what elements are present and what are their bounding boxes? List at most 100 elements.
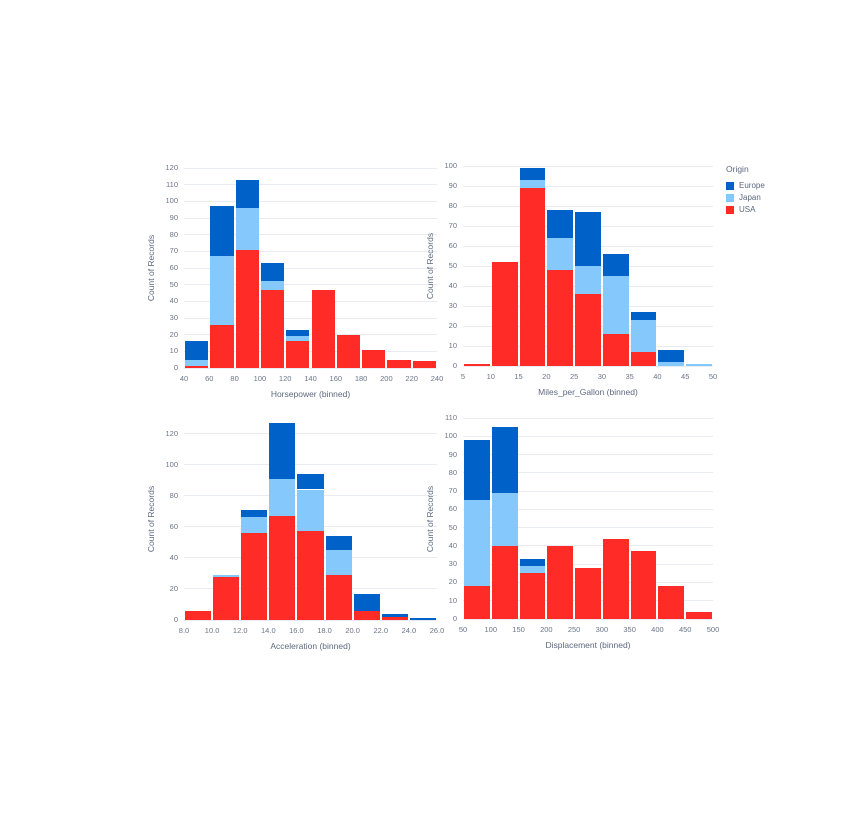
bar-segment-japan-acceleration <box>325 550 352 575</box>
x-axis-tick-label: 200 <box>540 625 553 634</box>
y-axis-tick-label: 50 <box>169 279 178 289</box>
y-axis-tick-label: 100 <box>165 196 178 206</box>
gridline <box>463 165 713 167</box>
bar-segment-europe-miles-per-gallon <box>630 312 657 320</box>
bar-segment-usa-displacement <box>602 538 629 619</box>
y-axis-tick-label: 20 <box>448 321 457 330</box>
bar-segment-usa-displacement <box>491 545 518 619</box>
bar-segment-japan-acceleration <box>297 489 324 532</box>
y-axis-tick-label: 90 <box>169 213 178 222</box>
x-axis-tick-label: 24.0 <box>401 626 417 635</box>
bar-segment-usa-displacement <box>519 573 546 619</box>
gridline <box>184 250 437 252</box>
y-axis-title-miles-per-gallon: Count of Records <box>425 232 435 300</box>
legend-swatch-japan <box>726 193 734 202</box>
x-axis-tick-label: 450 <box>678 625 692 634</box>
x-axis-tick-label: 20.0 <box>345 626 360 635</box>
y-axis-tick-label: 70 <box>448 221 457 230</box>
y-axis-tick-label: 80 <box>169 229 178 239</box>
plot-area-horsepower: 0 10 20 30 40 50 60 70 80 90 100 110 120 <box>165 164 437 372</box>
legend-entry-japan: Japan <box>726 193 765 202</box>
bar-segment-usa-miles-per-gallon <box>519 188 546 366</box>
bar-segment-europe-horsepower <box>286 329 310 337</box>
bar-segment-japan-acceleration <box>241 517 268 533</box>
bar-segment-usa-horsepower <box>336 334 361 368</box>
y-axis-tick-label: 0 <box>173 363 178 372</box>
bar-segment-japan-miles-per-gallon <box>658 362 685 366</box>
bar-segment-japan-displacement <box>491 492 518 546</box>
gridline <box>184 234 437 236</box>
gridline <box>184 284 437 286</box>
x-axis-tick-label: 14.0 <box>261 626 276 635</box>
x-axis-tick-label: 15 <box>514 372 523 381</box>
bar-segment-europe-acceleration <box>409 618 436 620</box>
x-axis-tick-label: 350 <box>623 625 636 634</box>
bar-segment-usa-displacement <box>547 545 574 619</box>
bar-segment-usa-miles-per-gallon <box>575 294 601 366</box>
bar-segment-usa-miles-per-gallon <box>602 334 629 366</box>
y-axis-tick-label: 20 <box>169 329 178 339</box>
y-axis-tick-label: 60 <box>448 504 457 514</box>
bar-segment-usa-horsepower <box>311 289 335 368</box>
y-axis-tick-label: 20 <box>169 583 178 593</box>
legend-entry-label: Japan <box>739 193 761 202</box>
bar-segment-europe-horsepower <box>210 206 234 257</box>
x-axis-tick-label: 300 <box>595 625 609 634</box>
x-axis-tick-label: 45 <box>681 372 690 381</box>
bar-segment-japan-displacement <box>464 500 490 587</box>
y-axis-tick-label: 30 <box>169 313 178 322</box>
x-axis-tick-label: 5 <box>460 372 466 381</box>
x-axis-tick-label: 400 <box>651 625 664 634</box>
legend-swatch-usa <box>726 205 734 214</box>
y-axis-tick-label: 0 <box>452 361 457 370</box>
y-axis-tick-label: 60 <box>448 241 457 250</box>
y-axis-tick-label: 40 <box>169 296 178 306</box>
y-axis-tick-label: 0 <box>452 614 457 623</box>
bar-segment-usa-displacement <box>575 567 601 619</box>
x-axis-tick-label: 180 <box>354 374 368 383</box>
bar-segment-usa-horsepower <box>412 361 436 368</box>
bar-segment-japan-miles-per-gallon <box>630 320 657 352</box>
bar-segment-usa-horsepower <box>362 349 386 368</box>
y-axis-title-acceleration: Count of Records <box>146 485 156 553</box>
bar-segment-japan-miles-per-gallon <box>575 266 601 294</box>
bar-segment-europe-miles-per-gallon <box>602 254 629 276</box>
plot-area-displacement: 0 10 20 30 40 50 60 70 80 90 100 110 <box>444 414 713 623</box>
x-axis-tick-label: 18.0 <box>317 626 332 635</box>
x-axis-tick-label: 50 <box>708 372 718 381</box>
x-axis-tick-label: 40 <box>653 372 662 381</box>
gridline <box>184 619 437 621</box>
x-axis-tick-label: 16.0 <box>289 626 304 635</box>
y-axis-tick-label: 50 <box>448 522 457 532</box>
gridline <box>184 200 437 202</box>
x-axis-tick-label: 10 <box>486 372 495 381</box>
y-axis-tick-label: 80 <box>448 467 457 477</box>
y-axis-tick-label: 70 <box>169 246 178 256</box>
bar-segment-japan-miles-per-gallon <box>686 364 712 366</box>
bar-segment-europe-miles-per-gallon <box>547 210 574 238</box>
bar-segment-europe-horsepower <box>235 179 259 208</box>
bar-segment-usa-horsepower <box>260 289 285 368</box>
bar-segment-japan-miles-per-gallon <box>547 238 574 270</box>
gridline <box>184 300 437 302</box>
bar-segment-europe-acceleration <box>269 422 296 479</box>
y-axis-tick-label: 100 <box>444 161 457 170</box>
y-axis-tick-label: 40 <box>169 552 178 562</box>
x-axis-tick-label: 100 <box>484 625 498 634</box>
bar-segment-japan-displacement <box>519 566 546 574</box>
y-axis-tick-label: 80 <box>169 490 178 500</box>
bar-segment-usa-miles-per-gallon <box>464 364 490 366</box>
y-axis-tick-label: 40 <box>448 540 457 550</box>
bar-segment-europe-miles-per-gallon <box>575 212 601 266</box>
x-axis-tick-label: 22.0 <box>373 626 389 635</box>
gridline <box>184 167 437 169</box>
bar-segment-japan-miles-per-gallon <box>519 180 546 188</box>
y-axis-tick-label: 100 <box>444 431 457 441</box>
bar-segment-japan-horsepower <box>210 256 234 325</box>
y-axis-tick-label: 100 <box>165 459 178 469</box>
gridline <box>463 490 713 492</box>
y-axis-tick-label: 120 <box>165 163 178 172</box>
bar-segment-europe-acceleration <box>381 613 408 617</box>
bar-segment-europe-acceleration <box>353 593 380 611</box>
